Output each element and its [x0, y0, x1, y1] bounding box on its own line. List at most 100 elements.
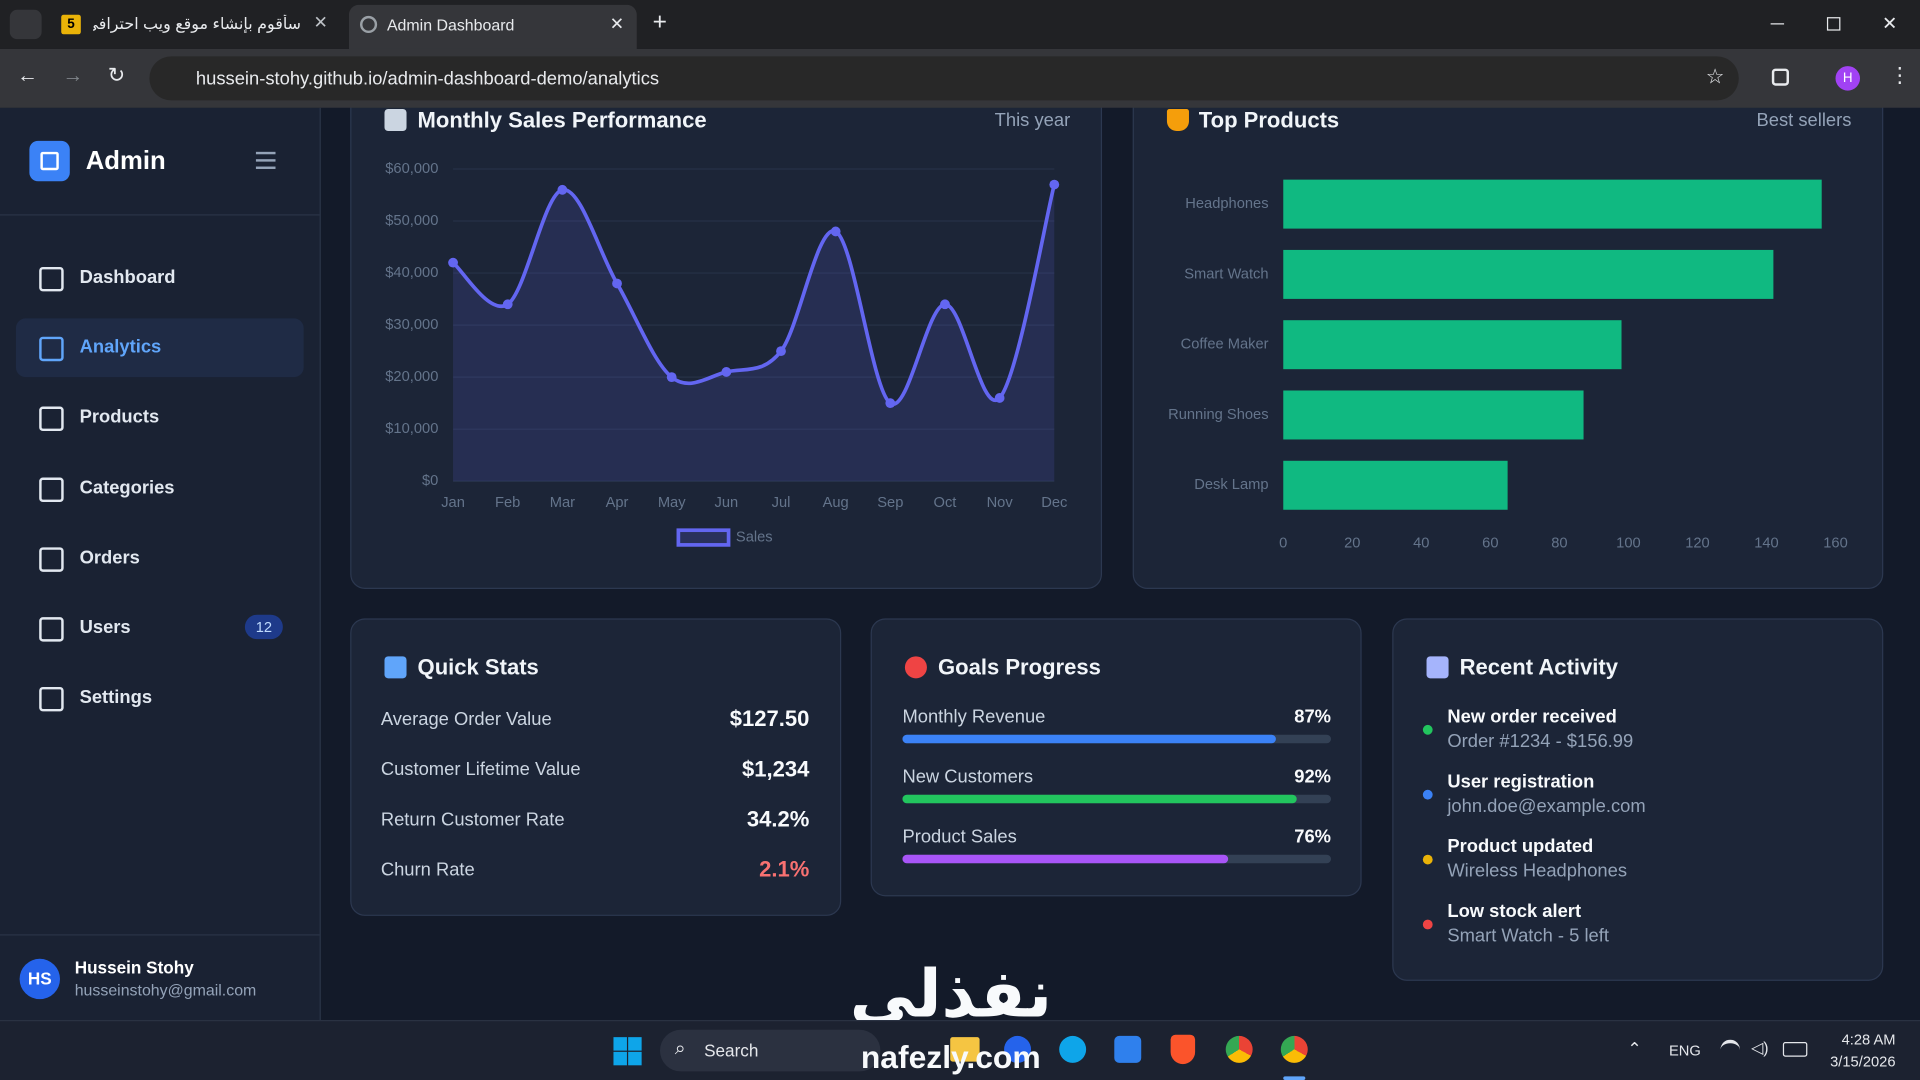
new-tab[interactable]: +	[652, 8, 667, 36]
nav-label: Users	[79, 617, 131, 638]
nav-label: Products	[79, 407, 160, 428]
address-bar[interactable]: hussein-stohy.github.io/admin-dashboard-…	[149, 56, 1739, 101]
tab-active[interactable]: Admin Dashboard ✕	[348, 4, 637, 49]
toolbar: ← → ↻ hussein-stohy.github.io/admin-dash…	[0, 48, 1920, 108]
stat-value: $1,234	[741, 756, 810, 782]
goal-label: Monthly Revenue	[902, 706, 1046, 728]
stat-label: Average Order Value	[380, 708, 552, 730]
panel-subtitle: This year	[994, 110, 1071, 132]
nav-item[interactable]: Orders	[16, 529, 304, 588]
app-explorer[interactable]	[950, 1037, 980, 1062]
activity-dot	[1422, 724, 1433, 735]
user-email: husseinstohy@gmail.com	[74, 980, 257, 1000]
search-label: Search	[704, 1040, 759, 1061]
quick-stats-panel	[350, 618, 842, 916]
tab-close[interactable]: ✕	[313, 12, 328, 32]
tab-strip: 5 سأقوم بإنشاء موقع ويب احترافي ✕ Admin …	[0, 0, 1920, 49]
panel-title: Quick Stats	[417, 655, 539, 680]
restore[interactable]	[1826, 17, 1841, 31]
activity-detail: Smart Watch - 5 left	[1447, 925, 1609, 947]
divider	[0, 214, 320, 216]
goal-value: 92%	[1294, 766, 1332, 788]
panel-subtitle: Best sellers	[1756, 110, 1852, 132]
activity-panel	[1392, 618, 1884, 981]
profile-button[interactable]: H	[1835, 66, 1860, 91]
nav-label: Orders	[79, 547, 140, 568]
tab-close[interactable]: ✕	[609, 13, 625, 34]
minimize[interactable]	[1770, 23, 1785, 25]
start-button[interactable]	[613, 1037, 642, 1066]
goal-bar	[902, 734, 1276, 744]
nav-icon	[39, 547, 64, 572]
tab[interactable]: 5 سأقوم بإنشاء موقع ويب احترافي ✕	[49, 5, 340, 44]
nav-label: Settings	[79, 687, 153, 708]
stat-value: $127.50	[729, 706, 810, 732]
menu-button[interactable]: ⋮	[1889, 63, 1911, 87]
activity-dot	[1422, 919, 1433, 930]
tab-search-button[interactable]	[9, 9, 42, 40]
nav-label: Categories	[79, 477, 175, 498]
panel-title: Monthly Sales Performance	[417, 107, 707, 133]
avatar: HS	[19, 958, 61, 1000]
divider	[0, 934, 320, 936]
menu-toggle[interactable]	[255, 151, 276, 169]
brand-logo	[29, 140, 70, 182]
app-icon[interactable]	[1004, 1035, 1032, 1063]
nav-label: Analytics	[79, 336, 162, 358]
stat-value: 2.1%	[759, 857, 810, 882]
close-window[interactable]: ✕	[1882, 13, 1898, 35]
app-vscode[interactable]	[1114, 1035, 1142, 1063]
activity-title: Product updated	[1447, 836, 1594, 858]
app-brave[interactable]	[1170, 1034, 1196, 1065]
activity-dot	[1422, 789, 1433, 800]
wifi-icon[interactable]	[1720, 1039, 1740, 1061]
goal-bar	[902, 794, 1297, 804]
time[interactable]: 4:28 AM	[1841, 1031, 1896, 1049]
forward-button[interactable]: →	[62, 63, 84, 87]
goal-value: 87%	[1294, 706, 1332, 728]
trophy-icon	[1166, 108, 1189, 132]
stat-label: Customer Lifetime Value	[380, 759, 581, 780]
app-chrome-active[interactable]	[1280, 1035, 1308, 1063]
nav-item[interactable]: Analytics	[15, 318, 304, 378]
activity-dot	[1422, 854, 1433, 865]
nav-item[interactable]: Products	[16, 389, 304, 448]
target-icon	[904, 656, 927, 679]
nav-item[interactable]: Settings	[16, 669, 304, 728]
goal-label: New Customers	[902, 766, 1034, 788]
app-edge[interactable]	[1059, 1035, 1087, 1063]
goal-bar	[902, 854, 1229, 864]
nav-item[interactable]: Users 12	[16, 599, 304, 658]
search-icon: ⌕	[674, 1038, 686, 1060]
nav-icon	[39, 687, 64, 712]
stat-label: Churn Rate	[380, 859, 475, 881]
goal-track	[902, 854, 1332, 864]
watermark-latin: nafezly.com	[860, 1038, 1041, 1076]
date[interactable]: 3/15/2026	[1830, 1053, 1896, 1071]
volume-icon[interactable]: ◁)	[1751, 1038, 1769, 1057]
nav-item[interactable]: Categories	[16, 459, 304, 518]
activity-detail: john.doe@example.com	[1447, 795, 1646, 817]
nav-item[interactable]: Dashboard	[16, 249, 304, 308]
panel-title: Recent Activity	[1459, 655, 1619, 680]
back-button[interactable]: ←	[17, 63, 38, 87]
menu-bar	[255, 159, 276, 162]
bookmark-star[interactable]: ☆	[1705, 64, 1725, 89]
sales-panel	[350, 67, 1103, 589]
stat-value: 34.2%	[746, 806, 810, 832]
app-chrome[interactable]	[1225, 1035, 1253, 1063]
tray-chevron[interactable]: ⌃	[1627, 1038, 1642, 1058]
goal-track	[902, 794, 1332, 804]
battery-icon[interactable]	[1782, 1042, 1808, 1057]
language[interactable]: ENG	[1668, 1042, 1701, 1060]
extensions[interactable]	[1771, 68, 1789, 86]
activity-detail: Wireless Headphones	[1447, 860, 1628, 882]
nav-icon	[39, 266, 64, 292]
logo-glyph	[40, 151, 59, 171]
tab-favicon: 5	[61, 14, 81, 35]
search-box[interactable]: ⌕ Search	[660, 1029, 881, 1072]
reload-button[interactable]: ↻	[107, 63, 126, 87]
